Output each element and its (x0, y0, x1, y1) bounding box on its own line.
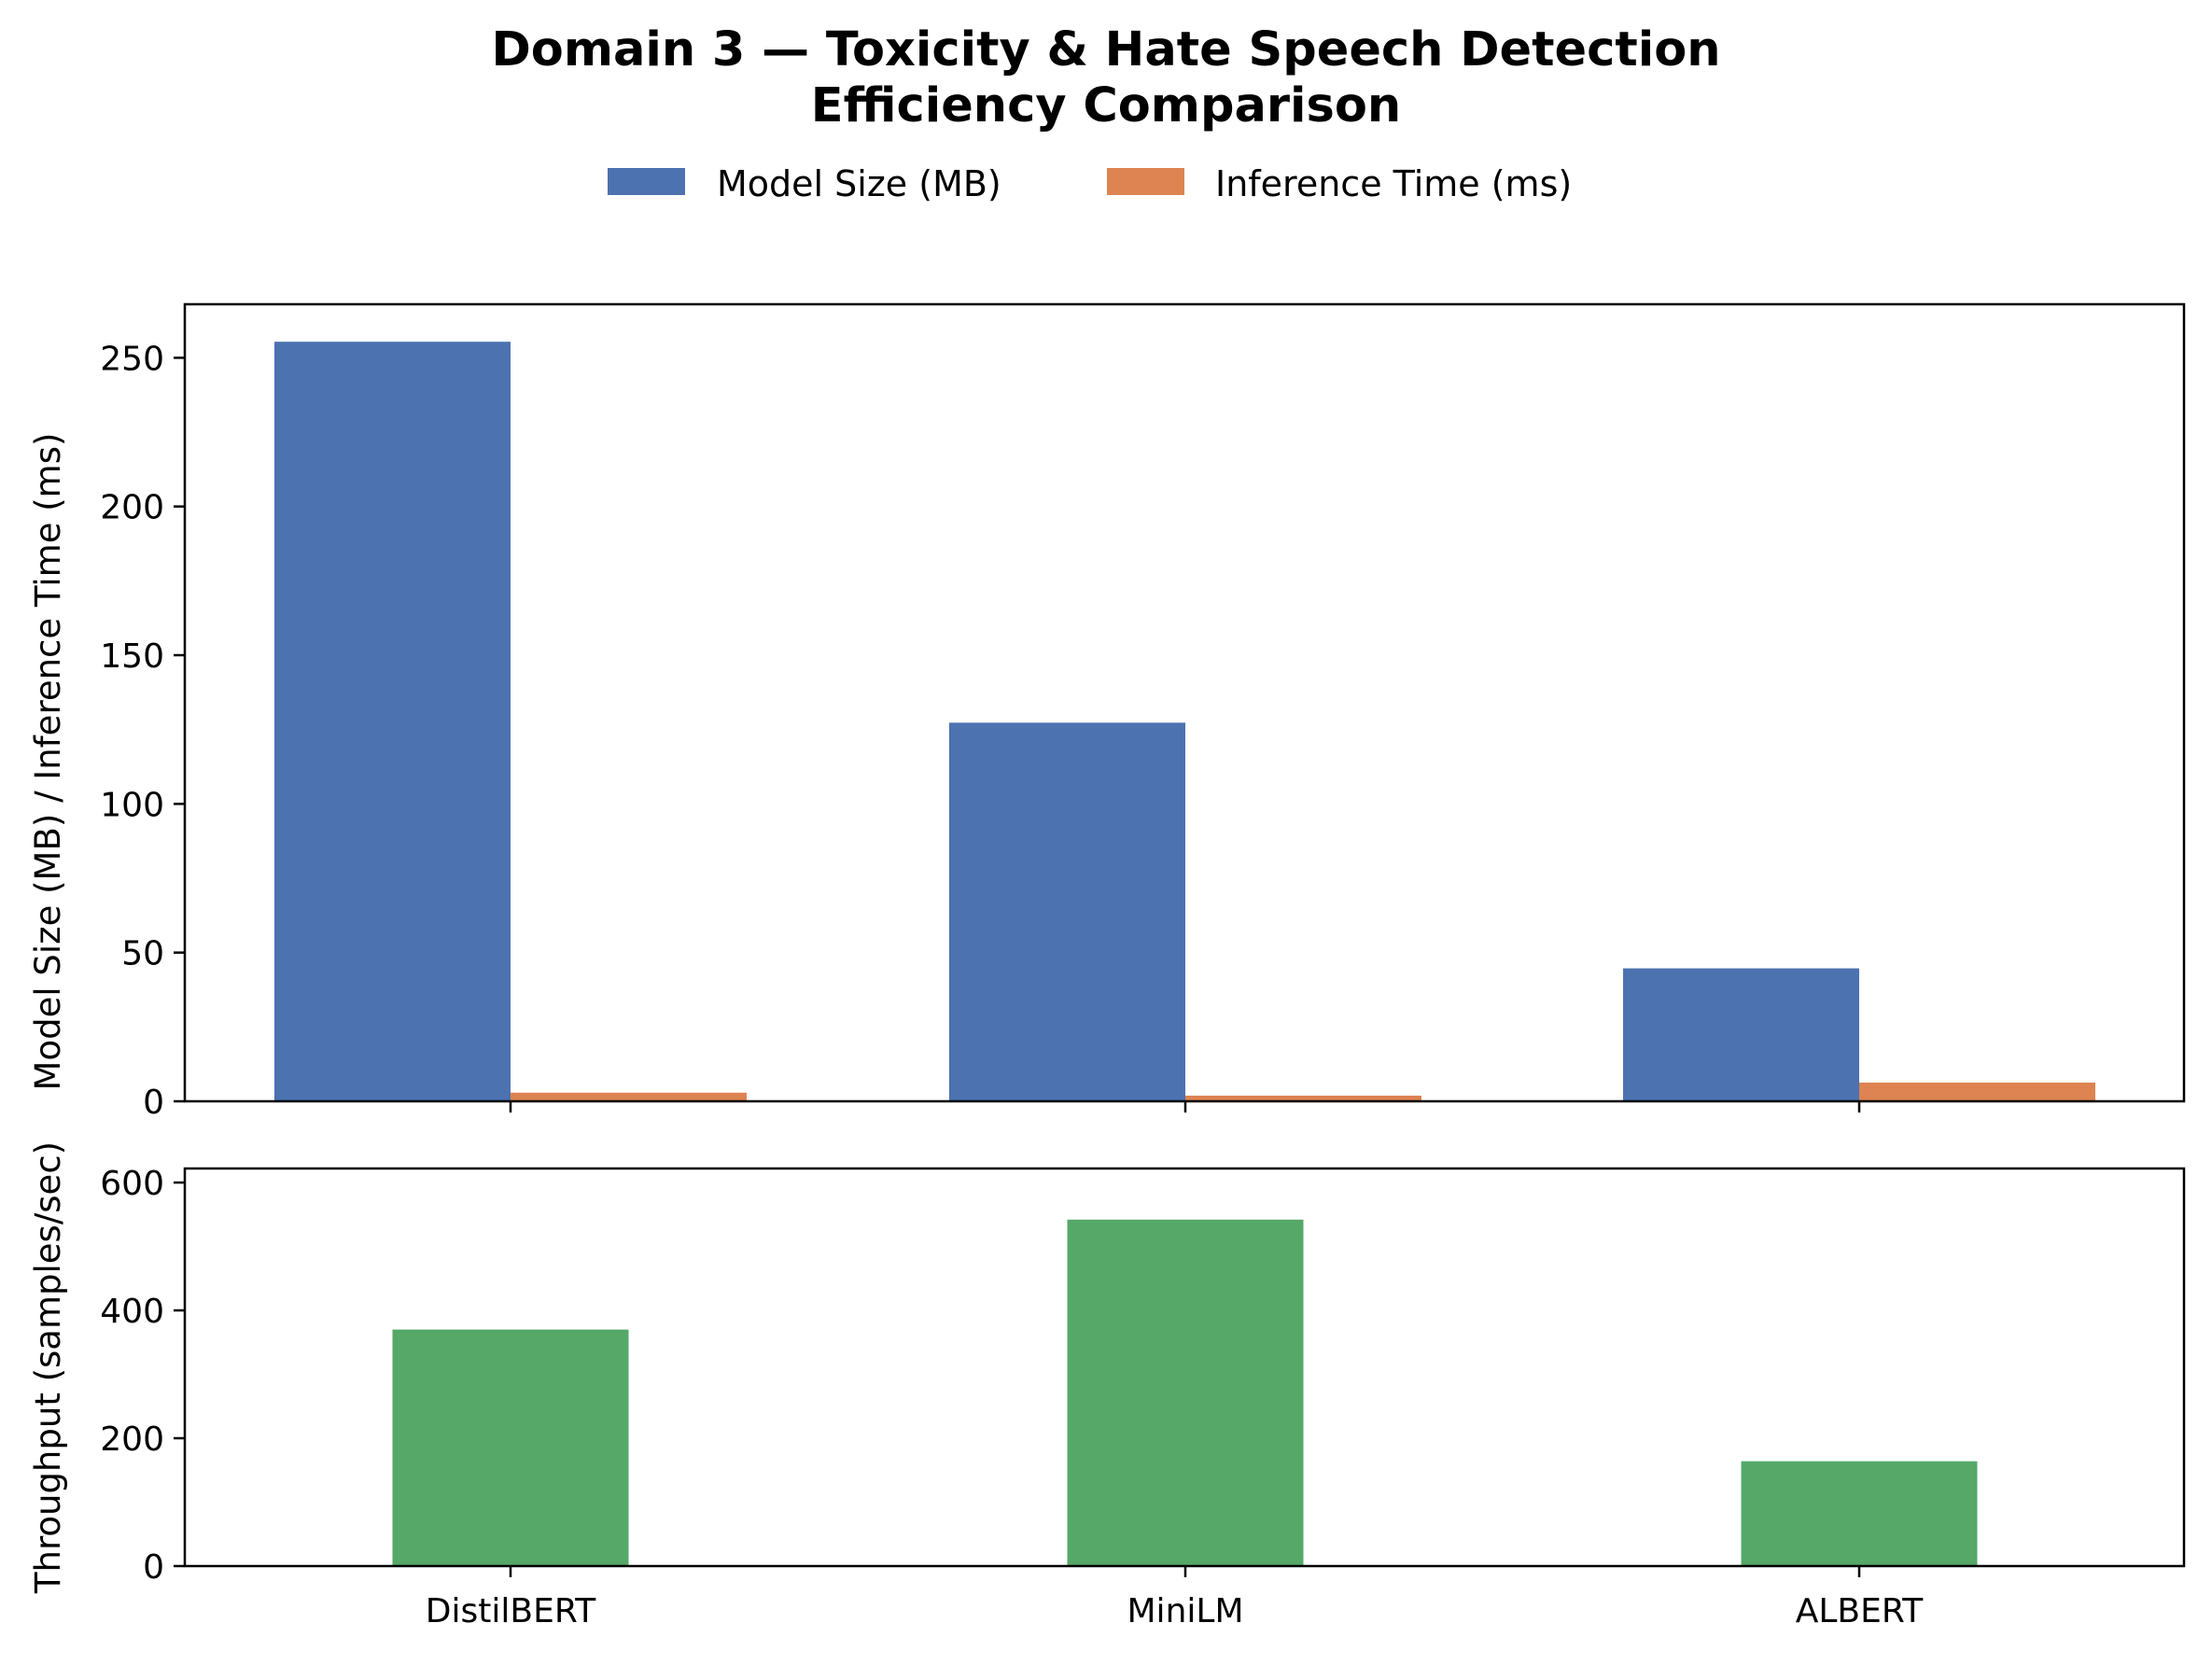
legend-label-model-size: Model Size (MB) (717, 163, 1001, 204)
top-y-axis-label: Model Size (MB) / Inference Time (ms) (28, 433, 68, 1091)
top-bar-inference-time-ms-distilbert (511, 1092, 747, 1101)
bottom-bar-throughput-albert (1741, 1461, 1978, 1566)
bottom-y-tick-label: 0 (143, 1548, 164, 1587)
top-y-tick-label: 100 (100, 786, 164, 824)
bottom-panel: 0 200 400 600 DistilBERT MiniLM ALBERT (100, 1165, 2186, 1630)
bottom-x-tick-label-albert: ALBERT (1796, 1592, 1925, 1630)
chart-title: Domain 3 — Toxicity & Hate Speech Detect… (491, 22, 1720, 77)
top-bar-inference-time-ms-minilm (1185, 1095, 1421, 1101)
top-y-tick-label: 200 (100, 489, 164, 527)
top-bar-model-size-mb-minilm (949, 722, 1185, 1101)
top-y-tick-label: 50 (121, 935, 164, 973)
bottom-y-tick-label: 200 (100, 1420, 164, 1459)
bottom-y-tick-label: 600 (100, 1165, 164, 1203)
top-y-tick-label: 250 (100, 340, 164, 378)
bottom-x-tick-label-minilm: MiniLM (1127, 1592, 1244, 1630)
legend-label-inference-time: Inference Time (ms) (1215, 163, 1572, 204)
legend-swatch-model-size (608, 168, 685, 195)
legend: Model Size (MB) Inference Time (ms) (608, 163, 1572, 204)
top-y-tick-label: 150 (100, 637, 164, 676)
chart-subtitle: Efficiency Comparison (811, 78, 1401, 133)
bottom-bar-throughput-distilbert (392, 1329, 629, 1566)
bottom-bar-throughput-minilm (1067, 1219, 1304, 1566)
top-panel: 0 50 100 150 200 250 (100, 302, 2186, 1122)
top-bar-inference-time-ms-albert (1859, 1082, 2095, 1101)
bottom-y-tick-label: 400 (100, 1293, 164, 1331)
legend-swatch-inference-time (1107, 168, 1184, 195)
bottom-y-axis-label: Throughput (samples/sec) (28, 1141, 68, 1594)
bottom-x-tick-label-distilbert: DistilBERT (426, 1592, 596, 1630)
top-bar-model-size-mb-albert (1623, 968, 1859, 1101)
top-bar-model-size-mb-distilbert (274, 342, 511, 1101)
top-y-tick-label: 0 (143, 1084, 164, 1122)
